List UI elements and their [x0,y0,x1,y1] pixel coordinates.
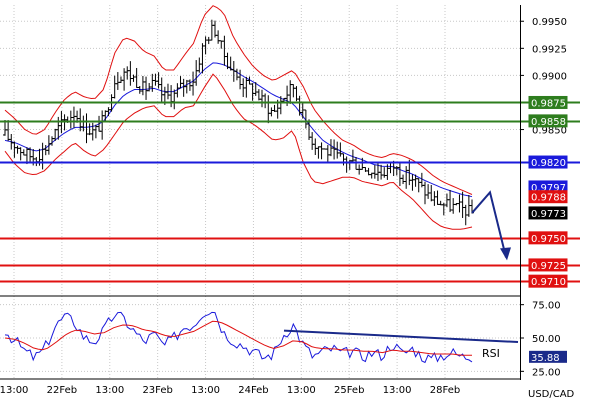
upper-band-line [4,5,473,195]
time-tick-label: 13:00 [0,385,28,396]
level-tag-box [528,231,568,245]
axes: 0.9950 0.9925 0.9900 0.9850 13:00 22Feb 13:00 2… [0,5,567,396]
time-tick-label: 13:00 [287,385,316,396]
rsi-tick-label: 75.00 [532,301,561,312]
level-tag-label: 0.9725 [531,261,566,272]
time-tick-label: 23Feb [142,385,172,396]
level-tag-label: 0.9820 [531,158,566,169]
rsi-signal-line [4,320,472,356]
level-tag-label: 0.9858 [531,117,566,128]
rsi-trendline [283,329,519,343]
level-tag-box [528,274,568,288]
rsi-tick-label: 50.00 [532,334,561,345]
marker-tag-label: 0.9797 [531,183,566,194]
time-tick-label: 25Feb [334,385,364,396]
marker-tag-box [528,190,568,204]
rsi-tick-label: 25.00 [532,367,561,378]
time-tick-label: 22Feb [47,385,77,396]
marker-tag-box [528,206,568,220]
rsi-line [4,311,473,364]
grid [0,5,520,378]
moving-average-line [4,62,473,198]
price-bars [3,19,474,226]
projection-path [471,190,507,258]
price-tick-label: 0.9950 [532,17,567,28]
price-tick-label: 0.9850 [532,126,567,137]
level-tag-label: 0.9875 [531,98,566,109]
price-tick-label: 0.9925 [532,44,567,55]
time-tick-label: 28Feb [430,385,460,396]
projection-arrowhead [500,247,511,261]
level-tag-box [528,258,568,272]
time-tick-label: 24Feb [238,385,268,396]
time-tick-label: 13:00 [191,385,220,396]
level-lines [0,101,580,283]
price-tags: 0.9875 0.9858 0.9820 0.9750 0.9725 0.9710 0.97… [528,95,568,288]
level-tag-label: 0.9710 [531,277,566,288]
rsi-value-box [529,350,567,363]
level-tag-box [528,114,568,128]
marker-tag-label: 0.9773 [531,209,566,220]
price-tick-label: 0.9900 [532,71,567,82]
rsi-label: RSI [482,347,500,360]
time-tick-label: 13:00 [95,385,124,396]
rsi-panel: 75.00 50.00 25.00 35.88 [0,295,567,380]
rsi-value-label: 35.88 [531,353,560,364]
moving-average [4,62,473,198]
level-tag-label: 0.9750 [531,234,566,245]
level-tag-box [528,155,568,169]
bollinger-bands [4,5,473,230]
marker-tag-label: 0.9788 [531,193,566,204]
time-tick-label: 13:00 [383,385,412,396]
lower-band-line [4,73,473,230]
level-tag-box [528,95,568,109]
pair-label: USD/CAD [528,389,575,400]
projection-arrow [471,190,511,261]
